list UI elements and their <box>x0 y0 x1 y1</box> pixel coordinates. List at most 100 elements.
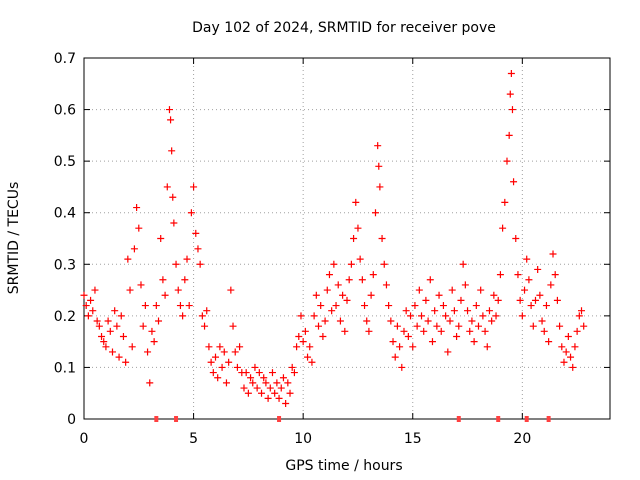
data-point <box>159 276 167 284</box>
data-point <box>323 286 331 294</box>
data-point <box>133 204 141 212</box>
data-point <box>214 374 222 382</box>
data-point <box>468 317 476 325</box>
data-point <box>343 296 351 304</box>
data-point <box>271 389 279 397</box>
data-point <box>479 312 487 320</box>
data-point <box>301 327 309 335</box>
data-point <box>510 178 518 186</box>
baseline-marker <box>456 416 461 422</box>
data-point <box>117 312 125 320</box>
data-point <box>538 317 546 325</box>
data-point <box>428 338 436 346</box>
data-point <box>354 224 362 232</box>
data-point <box>172 260 180 268</box>
data-point <box>312 291 320 299</box>
data-point <box>466 327 474 335</box>
data-point <box>350 235 358 242</box>
data-point <box>525 276 533 284</box>
data-point <box>262 379 270 387</box>
data-point <box>273 379 281 387</box>
data-point <box>367 291 375 299</box>
data-point <box>137 281 145 289</box>
data-point <box>385 302 393 310</box>
data-point <box>98 332 106 340</box>
y-tick-label: 0.4 <box>54 206 76 222</box>
data-point <box>124 255 132 263</box>
data-point <box>244 389 252 397</box>
data-point <box>249 379 257 387</box>
data-point <box>464 307 472 315</box>
data-point <box>453 332 461 340</box>
data-point <box>341 327 349 335</box>
y-axis-label: SRMTID / TECUs <box>6 182 22 295</box>
data-point <box>424 317 432 325</box>
data-point <box>139 322 147 330</box>
data-point <box>475 322 482 330</box>
data-point <box>227 286 235 294</box>
plot-border <box>83 57 611 420</box>
data-point <box>87 296 95 304</box>
data-point <box>374 142 382 150</box>
data-point <box>183 255 191 263</box>
data-point <box>163 183 171 191</box>
y-tick-label: 0 <box>67 412 76 428</box>
data-point <box>284 379 292 387</box>
data-points <box>80 69 588 422</box>
data-point <box>490 291 498 299</box>
data-point <box>553 296 561 304</box>
data-point <box>536 291 544 299</box>
data-point <box>332 302 340 310</box>
y-tick-label: 0.2 <box>54 309 76 325</box>
data-point <box>236 343 244 351</box>
data-point <box>506 90 514 98</box>
data-point <box>84 312 92 320</box>
data-point <box>442 312 450 320</box>
data-point <box>157 235 165 242</box>
x-tick-label: 20 <box>513 431 531 447</box>
data-point <box>444 348 452 356</box>
data-point <box>91 286 99 294</box>
data-point <box>531 296 539 304</box>
data-point <box>233 363 241 371</box>
data-point <box>518 312 526 320</box>
data-point <box>170 219 178 227</box>
data-point <box>181 276 189 284</box>
grid <box>84 58 610 419</box>
data-point <box>93 317 101 325</box>
data-point <box>205 343 213 351</box>
x-tick-label: 5 <box>189 431 198 447</box>
data-point <box>361 302 369 310</box>
data-point <box>104 317 112 325</box>
data-point <box>185 302 193 310</box>
data-point <box>558 343 566 351</box>
data-point <box>100 338 108 346</box>
data-point <box>310 312 318 320</box>
data-point <box>168 147 176 155</box>
data-point <box>231 348 239 356</box>
data-point <box>95 322 103 330</box>
data-point <box>492 312 500 320</box>
data-point <box>415 286 423 294</box>
data-point <box>435 291 443 299</box>
data-point <box>304 353 312 361</box>
data-point <box>356 255 364 263</box>
data-point <box>187 209 195 217</box>
x-tick-label: 15 <box>404 431 422 447</box>
data-point <box>560 358 568 366</box>
data-point <box>240 384 248 392</box>
data-point <box>242 369 250 377</box>
data-point <box>290 369 298 377</box>
data-point <box>571 343 579 351</box>
data-point <box>196 260 204 268</box>
data-point <box>260 374 268 382</box>
data-point <box>516 296 524 304</box>
data-point <box>547 281 555 289</box>
data-point <box>275 394 283 402</box>
baseline-marker <box>546 416 551 422</box>
data-point <box>575 312 583 320</box>
y-tick-label: 0.7 <box>54 51 76 67</box>
data-point <box>113 322 121 330</box>
data-point <box>330 260 338 268</box>
data-point <box>176 302 184 310</box>
